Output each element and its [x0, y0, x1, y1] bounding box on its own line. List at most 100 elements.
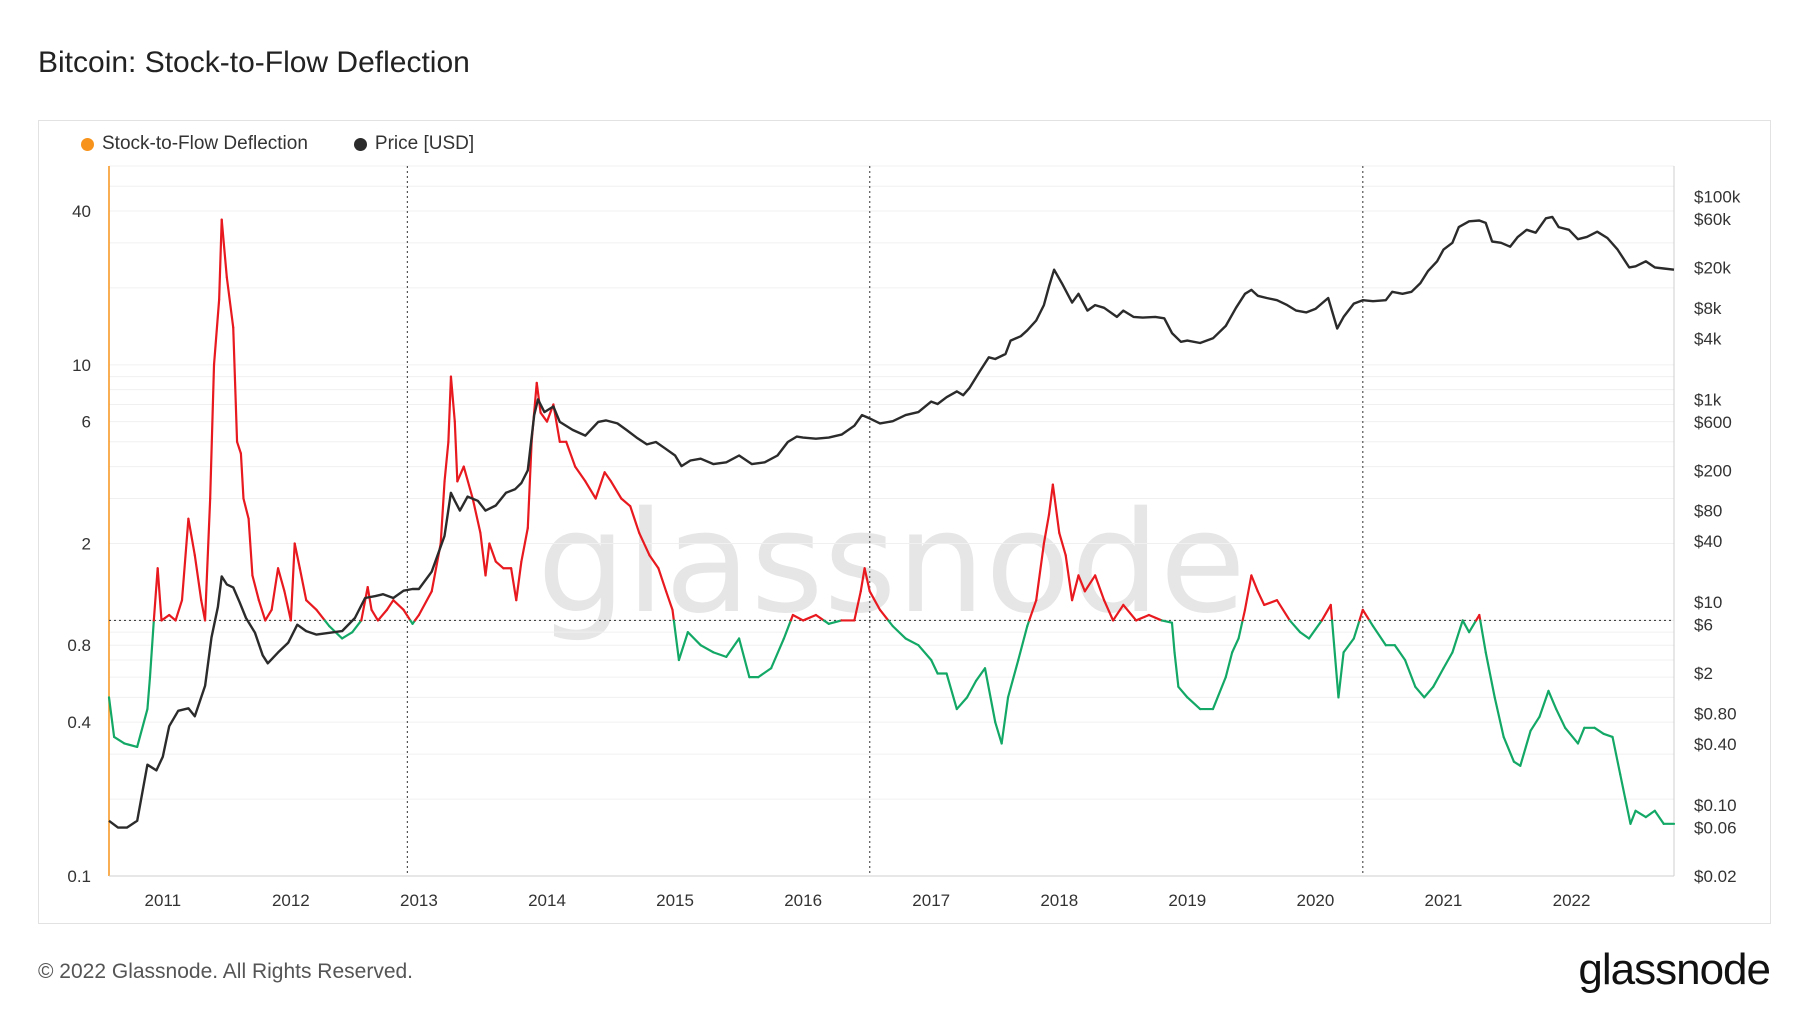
deflection-segment	[609, 480, 623, 500]
deflection-segment	[1502, 735, 1516, 763]
deflection-segment	[1256, 590, 1266, 607]
deflection-segment	[1512, 760, 1522, 767]
deflection-segment	[1263, 599, 1279, 607]
deflection-segment	[156, 567, 163, 622]
deflection-segment	[1653, 809, 1665, 825]
right-tick-label: $600	[1694, 413, 1732, 432]
deflection-segment	[1393, 644, 1407, 662]
x-tick-label: 2016	[784, 891, 822, 910]
deflection-segment	[136, 707, 149, 749]
deflection-segment	[1111, 603, 1125, 622]
left-tick-label: 0.8	[67, 636, 91, 655]
deflection-segment	[664, 590, 674, 611]
deflection-segment	[370, 608, 380, 622]
deflection-segment	[791, 613, 805, 622]
deflection-segment	[1017, 625, 1029, 662]
deflection-segment	[1432, 667, 1445, 688]
deflection-segment	[1275, 599, 1291, 622]
deflection-segment	[1160, 619, 1174, 624]
deflection-segment	[1423, 685, 1435, 699]
deflection-segment	[1593, 726, 1605, 735]
x-tick-label: 2019	[1168, 891, 1206, 910]
series-price-line	[108, 215, 1675, 829]
deflection-segment	[1186, 696, 1202, 711]
deflection-segment	[1058, 531, 1067, 557]
deflection-segment	[594, 471, 606, 500]
deflection-segment	[193, 554, 203, 602]
deflection-segment	[402, 608, 412, 622]
deflection-segment	[1624, 797, 1632, 825]
deflection-segment	[174, 599, 184, 622]
right-tick-label: $10	[1694, 593, 1722, 612]
deflection-segment	[1442, 651, 1454, 670]
deflection-segment	[351, 619, 363, 634]
deflection-segment	[515, 560, 523, 602]
deflection-segment	[994, 721, 1003, 745]
deflection-segment	[1538, 689, 1550, 718]
deflection-segment	[1576, 726, 1586, 745]
deflection-segment	[1064, 554, 1074, 602]
page-title: Bitcoin: Stock-to-Flow Deflection	[38, 46, 470, 79]
deflection-segment	[657, 567, 668, 593]
deflection-segment	[526, 440, 533, 530]
deflection-segment	[1094, 574, 1106, 602]
right-tick-label: $0.80	[1694, 705, 1737, 724]
deflection-segment	[212, 298, 221, 366]
legend-item-deflection[interactable]: Stock-to-Flow Deflection	[81, 133, 308, 155]
legend-dot-deflection	[81, 137, 94, 151]
deflection-segment	[878, 608, 890, 622]
right-tick-label: $100k	[1694, 188, 1741, 207]
deflection-segment	[220, 218, 228, 279]
deflection-segment	[983, 667, 997, 724]
deflection-segment	[672, 619, 681, 662]
deflection-segment	[1102, 599, 1115, 622]
deflection-segment	[1611, 735, 1622, 776]
deflection-segment	[917, 644, 933, 662]
deflection-segment	[1634, 809, 1647, 819]
deflection-segment	[1629, 809, 1637, 825]
deflection-segment	[251, 574, 260, 602]
deflection-segment	[1602, 732, 1614, 739]
deflection-segment	[887, 619, 894, 628]
right-tick-label: $0.10	[1694, 796, 1737, 815]
deflection-segment	[1564, 726, 1580, 745]
deflection-segment	[1177, 685, 1189, 699]
deflection-segment	[242, 497, 250, 520]
deflection-segment	[257, 599, 267, 622]
right-tick-label: $2	[1694, 664, 1713, 683]
deflection-segment	[417, 590, 433, 617]
deflection-segment	[1403, 658, 1417, 688]
deflection-segment	[453, 420, 459, 483]
deflection-segment	[1361, 608, 1371, 622]
deflection-segment	[1329, 603, 1334, 622]
legend-label-price: Price [USD]	[374, 133, 475, 154]
x-tick-label: 2011	[145, 891, 182, 910]
deflection-segment	[1337, 651, 1345, 699]
deflection-segment	[146, 676, 152, 711]
deflection-segment	[1320, 603, 1332, 622]
x-tick-label: 2014	[528, 891, 566, 910]
deflection-segment	[1547, 689, 1558, 711]
deflection-segment	[1083, 574, 1097, 593]
deflection-segment	[264, 608, 273, 622]
footer-logo[interactable]: glassnode	[1578, 945, 1771, 994]
deflection-segment	[699, 644, 715, 654]
legend-item-price[interactable]: Price [USD]	[353, 133, 475, 155]
deflection-segment	[853, 590, 862, 622]
deflection-segment	[770, 637, 786, 670]
deflection-segment	[712, 651, 728, 658]
deflection-segment	[859, 567, 866, 593]
deflection-segment	[225, 276, 235, 329]
deflection-segment	[283, 590, 292, 622]
grid-lines	[109, 165, 1674, 877]
chart-legend: Stock-to-Flow Deflection Price [USD]	[81, 133, 474, 155]
deflection-segment	[539, 411, 549, 423]
deflection-segment	[113, 735, 126, 745]
right-tick-label: $0.02	[1694, 867, 1737, 886]
deflection-segment	[462, 465, 474, 500]
deflection-segment	[323, 619, 331, 628]
deflection-segment	[1619, 773, 1627, 801]
deflection-segment	[686, 631, 702, 647]
deflection-segment	[148, 619, 155, 679]
deflection-segment	[218, 218, 223, 301]
